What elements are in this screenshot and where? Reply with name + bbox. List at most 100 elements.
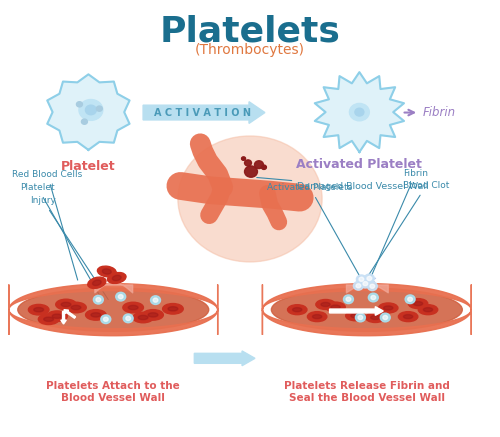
- Ellipse shape: [288, 305, 307, 315]
- Ellipse shape: [88, 277, 106, 288]
- Circle shape: [367, 276, 372, 281]
- Text: A C T I V A T I O N: A C T I V A T I O N: [154, 108, 252, 118]
- Text: Activated Platelets: Activated Platelets: [268, 183, 363, 282]
- Circle shape: [150, 296, 160, 305]
- Text: Platelets Release Fibrin and
Seal the Blood Vessel Wall: Platelets Release Fibrin and Seal the Bl…: [284, 382, 450, 403]
- FancyArrow shape: [330, 307, 384, 316]
- Ellipse shape: [351, 314, 360, 318]
- Circle shape: [363, 281, 368, 286]
- Circle shape: [354, 281, 364, 290]
- Ellipse shape: [142, 310, 164, 320]
- Ellipse shape: [133, 312, 154, 323]
- Ellipse shape: [418, 305, 438, 315]
- Circle shape: [82, 119, 87, 124]
- Ellipse shape: [38, 314, 59, 325]
- Text: Platelet: Platelet: [20, 183, 100, 295]
- Ellipse shape: [326, 302, 345, 312]
- Text: Activated Platelet: Activated Platelet: [296, 158, 422, 171]
- Ellipse shape: [34, 308, 43, 312]
- Polygon shape: [262, 284, 472, 310]
- Ellipse shape: [44, 317, 54, 321]
- Circle shape: [358, 316, 363, 319]
- Circle shape: [355, 108, 364, 116]
- Ellipse shape: [292, 308, 302, 312]
- Circle shape: [96, 106, 102, 111]
- Ellipse shape: [123, 302, 144, 313]
- Ellipse shape: [384, 306, 393, 310]
- Ellipse shape: [56, 299, 76, 310]
- Circle shape: [244, 166, 258, 177]
- Ellipse shape: [316, 299, 336, 309]
- Ellipse shape: [71, 305, 81, 310]
- Ellipse shape: [331, 305, 340, 309]
- FancyArrow shape: [143, 102, 265, 123]
- Circle shape: [360, 279, 370, 288]
- Circle shape: [371, 295, 376, 300]
- Ellipse shape: [370, 316, 380, 319]
- Polygon shape: [9, 310, 218, 336]
- Circle shape: [94, 295, 104, 304]
- Ellipse shape: [61, 302, 71, 307]
- Ellipse shape: [66, 302, 86, 313]
- Ellipse shape: [272, 288, 462, 331]
- Ellipse shape: [308, 312, 327, 322]
- Text: Platelets Attach to the
Blood Vessel Wall: Platelets Attach to the Blood Vessel Wal…: [46, 382, 180, 403]
- Circle shape: [405, 295, 415, 304]
- Ellipse shape: [102, 269, 111, 274]
- Circle shape: [79, 100, 103, 120]
- Ellipse shape: [168, 307, 178, 311]
- Ellipse shape: [424, 308, 432, 312]
- Circle shape: [350, 104, 370, 121]
- FancyArrow shape: [61, 312, 66, 324]
- Polygon shape: [48, 74, 130, 150]
- Circle shape: [344, 295, 353, 304]
- Ellipse shape: [108, 273, 126, 284]
- Text: Red Blood Cells: Red Blood Cells: [12, 170, 82, 280]
- Ellipse shape: [98, 266, 116, 277]
- Text: Damaged Blood Vessel Wall: Damaged Blood Vessel Wall: [256, 177, 429, 191]
- Circle shape: [76, 102, 82, 107]
- Ellipse shape: [148, 313, 158, 317]
- Ellipse shape: [128, 305, 138, 310]
- Circle shape: [86, 105, 96, 115]
- Ellipse shape: [398, 312, 418, 322]
- Circle shape: [368, 293, 378, 302]
- Text: Blood Clot: Blood Clot: [367, 181, 450, 278]
- Circle shape: [116, 292, 126, 301]
- Circle shape: [370, 284, 374, 288]
- Circle shape: [346, 297, 351, 302]
- Ellipse shape: [47, 311, 68, 322]
- Circle shape: [356, 275, 366, 284]
- Ellipse shape: [162, 304, 183, 314]
- Circle shape: [408, 297, 412, 302]
- Circle shape: [254, 161, 264, 169]
- Circle shape: [244, 160, 252, 166]
- Ellipse shape: [408, 298, 428, 309]
- Polygon shape: [9, 284, 218, 310]
- FancyArrow shape: [64, 310, 76, 318]
- Text: Fibrin: Fibrin: [423, 106, 456, 119]
- Ellipse shape: [414, 302, 422, 305]
- Text: Platelets: Platelets: [160, 14, 340, 49]
- Circle shape: [262, 165, 266, 170]
- Circle shape: [178, 136, 322, 262]
- Ellipse shape: [346, 311, 365, 321]
- Text: Fibrin: Fibrin: [372, 169, 428, 276]
- Circle shape: [359, 277, 364, 281]
- Circle shape: [356, 313, 366, 322]
- Polygon shape: [315, 72, 404, 152]
- Circle shape: [126, 316, 130, 320]
- Ellipse shape: [92, 280, 101, 285]
- Ellipse shape: [86, 310, 106, 320]
- Ellipse shape: [52, 314, 62, 318]
- Ellipse shape: [28, 305, 49, 315]
- Ellipse shape: [366, 312, 385, 323]
- Circle shape: [356, 284, 361, 288]
- Polygon shape: [262, 310, 472, 336]
- Circle shape: [96, 298, 100, 302]
- Ellipse shape: [138, 316, 148, 319]
- Ellipse shape: [91, 313, 101, 317]
- Circle shape: [118, 295, 123, 299]
- Circle shape: [364, 274, 374, 283]
- Text: Injury: Injury: [30, 196, 108, 299]
